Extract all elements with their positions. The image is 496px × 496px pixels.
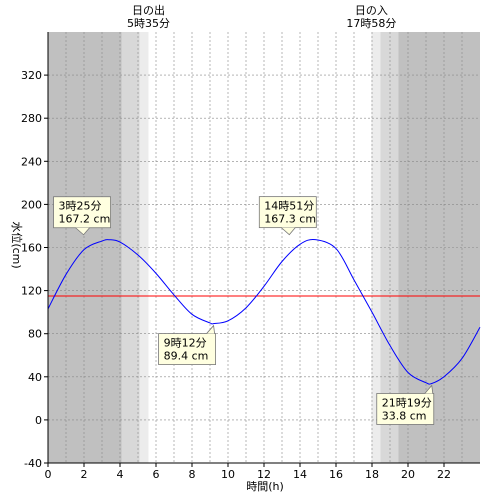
y-tick-label: -40: [24, 457, 42, 470]
y-tick-label: 160: [21, 242, 42, 255]
dawn-band-morning: [139, 32, 149, 463]
callout-time: 21時19分: [382, 396, 432, 409]
sunset-label: 日の入 17時58分: [346, 4, 396, 30]
x-tick-label: 10: [221, 468, 235, 481]
y-tick-label: 0: [35, 414, 42, 427]
callout-level: 89.4 cm: [164, 350, 209, 363]
y-tick-label: 240: [21, 155, 42, 168]
x-tick-label: 16: [329, 468, 343, 481]
callout-box: [53, 196, 111, 229]
callout-time: 14時51分: [264, 200, 314, 213]
x-tick-label: 4: [117, 468, 124, 481]
callout-pointer: [281, 227, 296, 236]
x-axis-title: 時間(h): [246, 480, 284, 493]
callout-pointer: [75, 227, 90, 236]
y-tick-label: 320: [21, 69, 42, 82]
callout-pointer: [206, 324, 215, 334]
y-tick-label: 40: [28, 371, 42, 384]
x-tick-label: 8: [189, 468, 196, 481]
sunset-title: 日の入: [355, 4, 388, 17]
x-tick-label: 22: [437, 468, 451, 481]
x-tick-label: 18: [365, 468, 379, 481]
sunrise-label: 日の出 5時35分: [127, 3, 170, 30]
callout-level: 167.3 cm: [264, 213, 316, 226]
y-tick-label: 80: [28, 328, 42, 341]
x-tick-label: 2: [81, 468, 88, 481]
dusk-band-evening: [371, 32, 381, 463]
callout-box: [376, 393, 435, 425]
callout-box: [158, 333, 217, 365]
x-tick-label: 12: [257, 468, 271, 481]
callout-time: 3時25分: [59, 200, 102, 213]
x-tick-label: 0: [45, 468, 52, 481]
y-tick-label: 280: [21, 112, 42, 125]
y-axis-title: 水位(cm): [10, 221, 24, 268]
x-tick-label: 20: [401, 468, 415, 481]
callout-level: 33.8 cm: [382, 409, 427, 422]
y-tick-label: 200: [21, 198, 42, 211]
sunset-time: 17時58分: [346, 17, 396, 30]
sunrise-title: 日の出: [132, 3, 165, 17]
callout-time: 9時12分: [164, 337, 207, 350]
callout-pointer: [424, 384, 434, 394]
x-tick-label: 6: [153, 468, 160, 481]
water-level-curve: [47, 238, 481, 385]
water-level-series: [47, 238, 481, 385]
callout-level: 167.2 cm: [59, 213, 111, 226]
twilight-band-morning: [121, 32, 140, 463]
sunrise-time: 5時35分: [127, 17, 170, 30]
x-tick-label: 14: [293, 468, 307, 481]
y-tick-label: 120: [21, 285, 42, 298]
